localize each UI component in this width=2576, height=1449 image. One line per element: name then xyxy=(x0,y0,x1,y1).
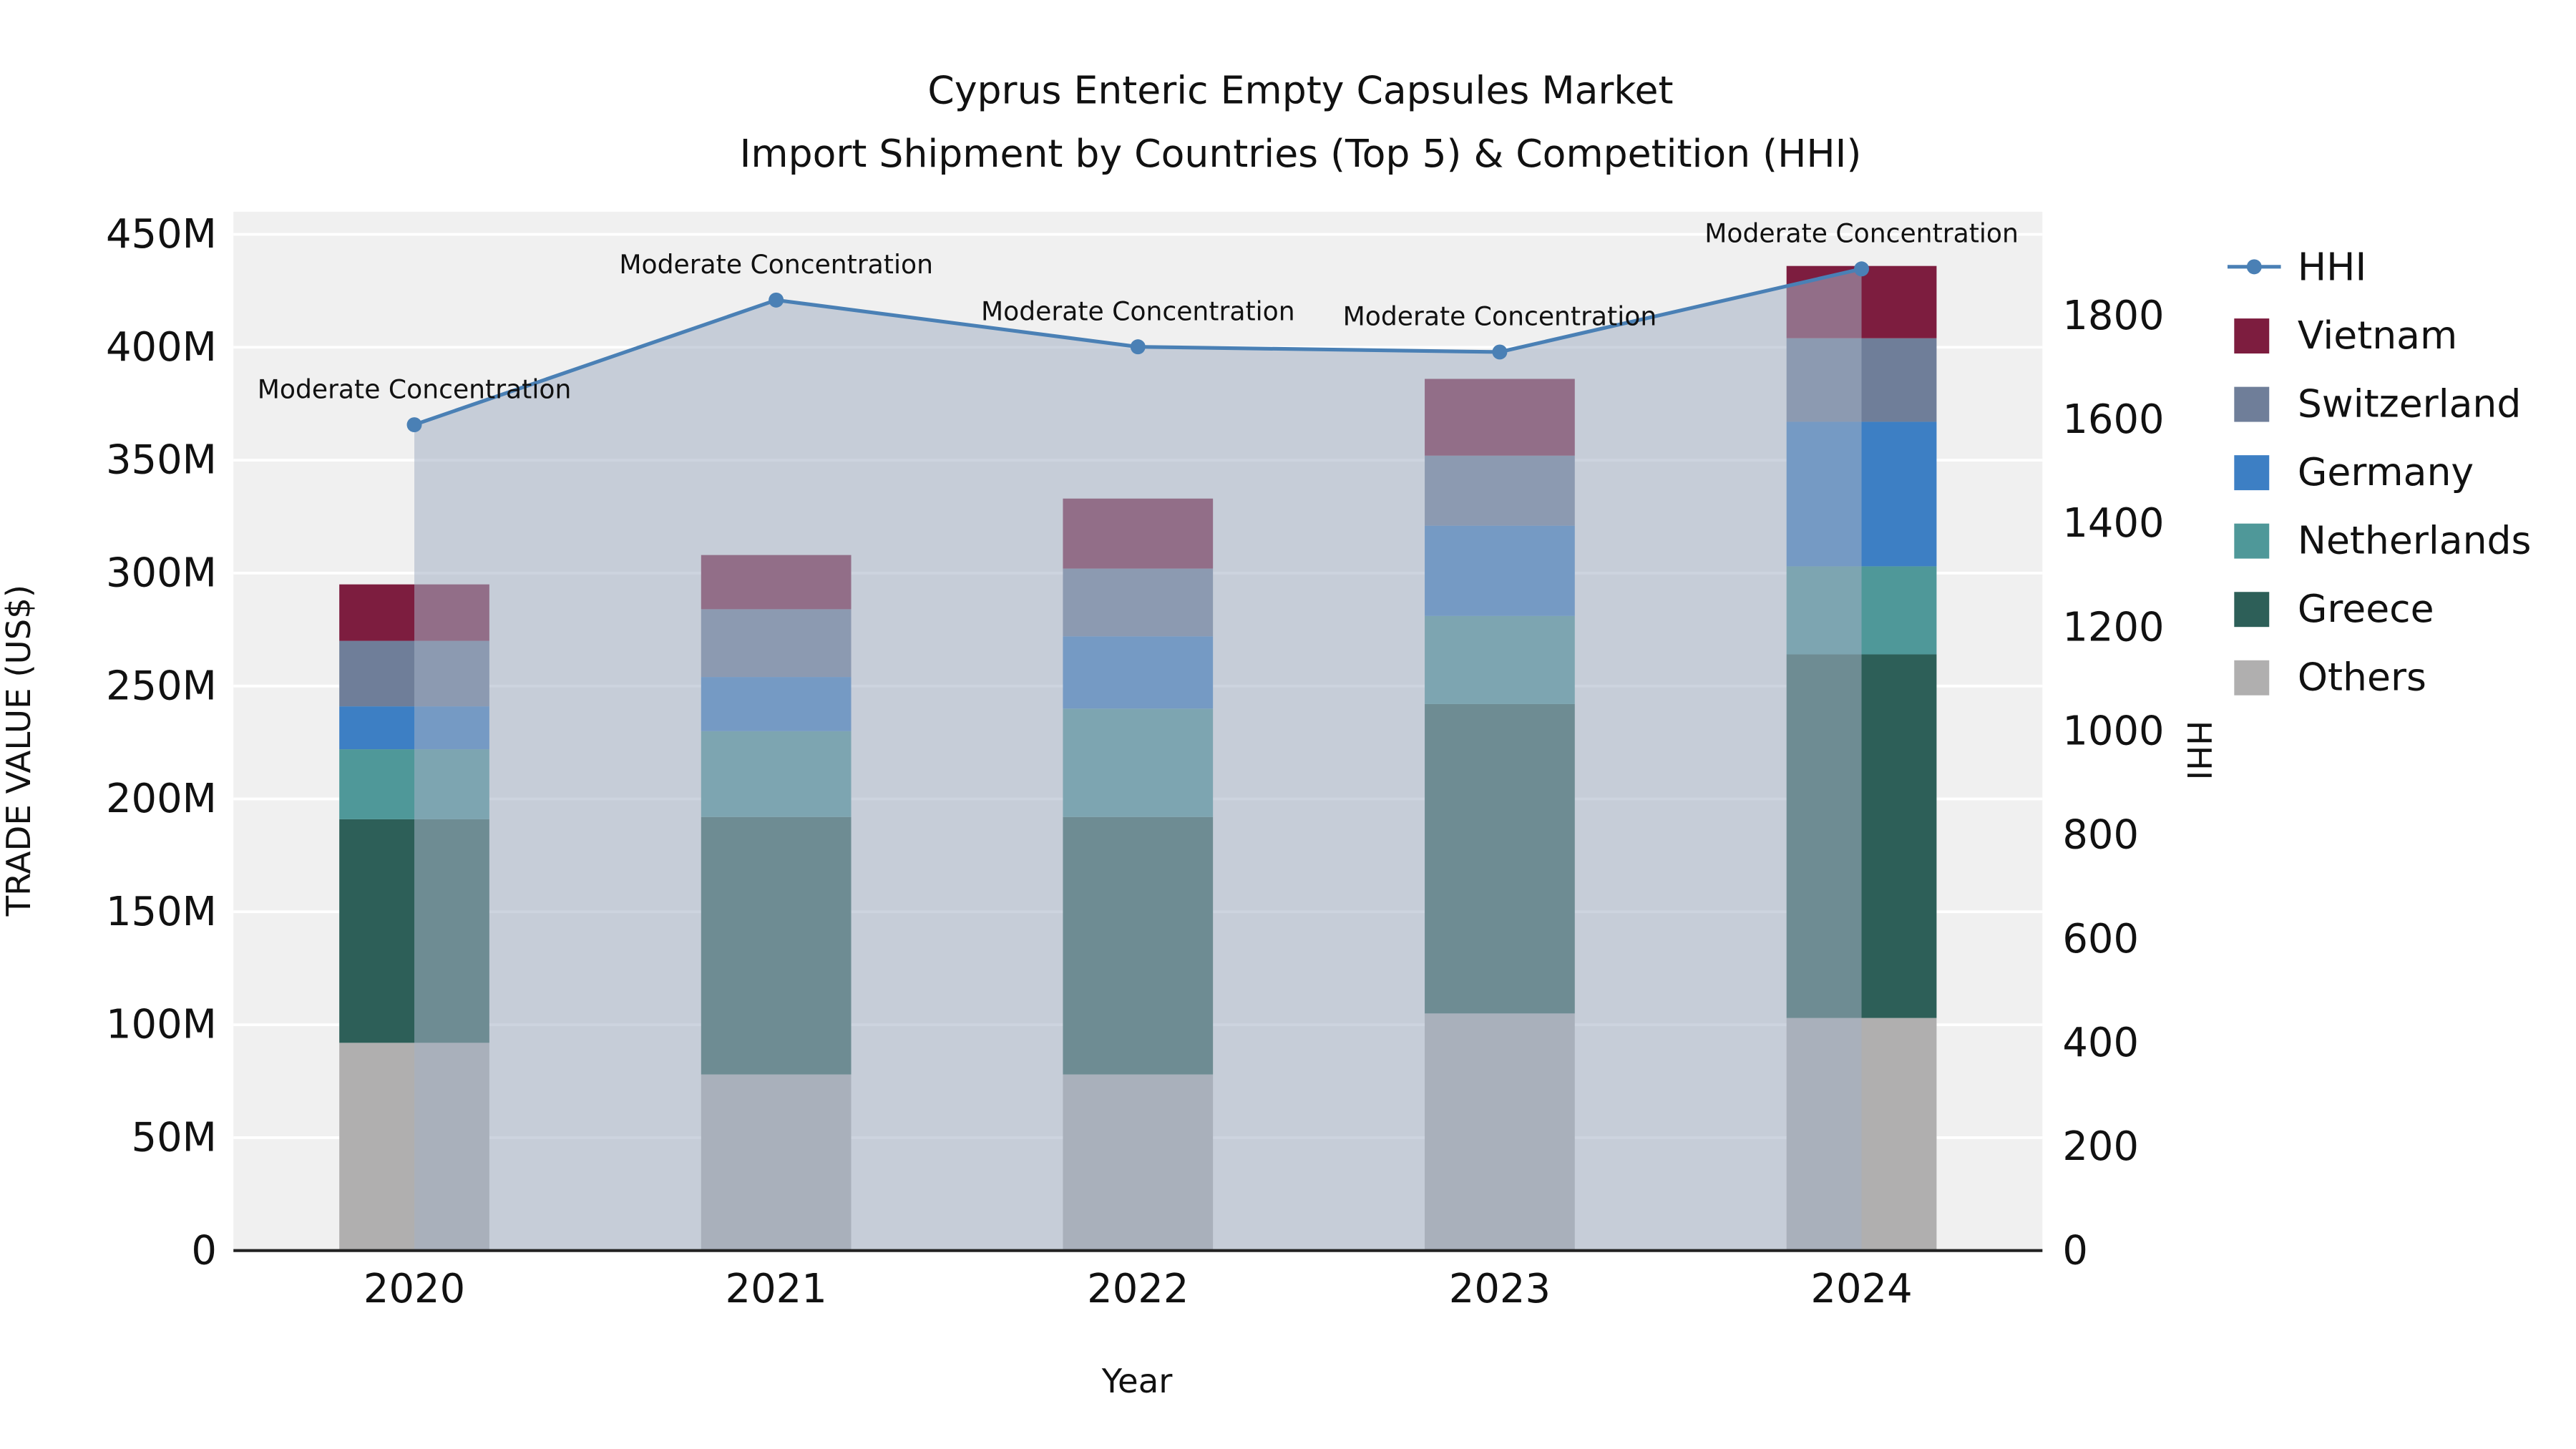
left-tick-label: 0 xyxy=(191,1227,217,1274)
y-axis-left-title: TRADE VALUE (US$) xyxy=(0,585,38,917)
left-tick-label: 350M xyxy=(106,437,217,484)
legend-swatch-switzerland xyxy=(2234,386,2270,422)
legend-label-switzerland: Switzerland xyxy=(2298,381,2522,426)
legend-label-others: Others xyxy=(2298,655,2426,700)
chart-dynamic-layer: Moderate Concentration Moderate Concentra… xyxy=(106,211,2532,1312)
annotation-2022: Moderate Concentration xyxy=(981,296,1295,326)
legend-swatch-germany xyxy=(2234,455,2270,491)
x-axis-title: Year xyxy=(1101,1362,1173,1400)
left-tick-label: 400M xyxy=(106,324,217,371)
hhi-marker-2024 xyxy=(1854,261,1870,277)
right-tick-label: 200 xyxy=(2062,1123,2139,1170)
right-tick-label: 0 xyxy=(2062,1227,2088,1274)
hhi-area xyxy=(414,268,1862,1251)
left-tick-label: 300M xyxy=(106,550,217,597)
left-tick-label: 450M xyxy=(106,211,217,258)
annotation-2024: Moderate Concentration xyxy=(1704,218,2019,249)
legend-swatch-netherlands xyxy=(2234,523,2270,559)
legend-label-germany: Germany xyxy=(2298,449,2474,494)
x-tick-label: 2024 xyxy=(1810,1266,1912,1312)
x-tick-label: 2022 xyxy=(1087,1266,1189,1312)
left-tick-label: 250M xyxy=(106,663,217,709)
legend-label-hhi: HHI xyxy=(2298,244,2366,289)
x-tick-label: 2023 xyxy=(1449,1266,1551,1312)
y-axis-right-title: HHI xyxy=(2180,721,2218,781)
right-tick-label: 1200 xyxy=(2062,604,2164,650)
chart-subtitle: Import Shipment by Countries (Top 5) & C… xyxy=(740,131,1862,176)
x-tick-label: 2020 xyxy=(364,1266,465,1312)
chart-title: Cyprus Enteric Empty Capsules Market xyxy=(927,67,1673,112)
annotation-2020: Moderate Concentration xyxy=(258,374,572,404)
right-tick-label: 1800 xyxy=(2062,293,2164,339)
right-tick-label: 800 xyxy=(2062,812,2139,859)
legend-swatch-greece xyxy=(2234,592,2270,628)
legend-label-vietnam: Vietnam xyxy=(2298,313,2457,358)
left-tick-label: 50M xyxy=(132,1115,217,1161)
legend-hhi-marker xyxy=(2246,259,2262,275)
hhi-marker-2021 xyxy=(769,292,784,308)
legend-swatch-vietnam xyxy=(2234,318,2270,354)
right-tick-label: 1600 xyxy=(2062,396,2164,443)
right-tick-label: 1000 xyxy=(2062,708,2164,754)
hhi-marker-2020 xyxy=(406,417,422,433)
left-tick-label: 200M xyxy=(106,776,217,822)
right-tick-label: 600 xyxy=(2062,916,2139,962)
hhi-marker-2022 xyxy=(1130,339,1146,355)
right-tick-label: 1400 xyxy=(2062,500,2164,547)
legend-label-netherlands: Netherlands xyxy=(2298,518,2532,563)
legend-label-greece: Greece xyxy=(2298,586,2434,631)
hhi-marker-2023 xyxy=(1492,344,1508,360)
annotation-2023: Moderate Concentration xyxy=(1343,301,1657,332)
x-tick-label: 2021 xyxy=(726,1266,827,1312)
left-tick-label: 150M xyxy=(106,889,217,935)
right-tick-label: 400 xyxy=(2062,1020,2139,1066)
legend-swatch-others xyxy=(2234,660,2270,696)
annotation-2021: Moderate Concentration xyxy=(619,249,933,280)
left-tick-label: 100M xyxy=(106,1002,217,1048)
